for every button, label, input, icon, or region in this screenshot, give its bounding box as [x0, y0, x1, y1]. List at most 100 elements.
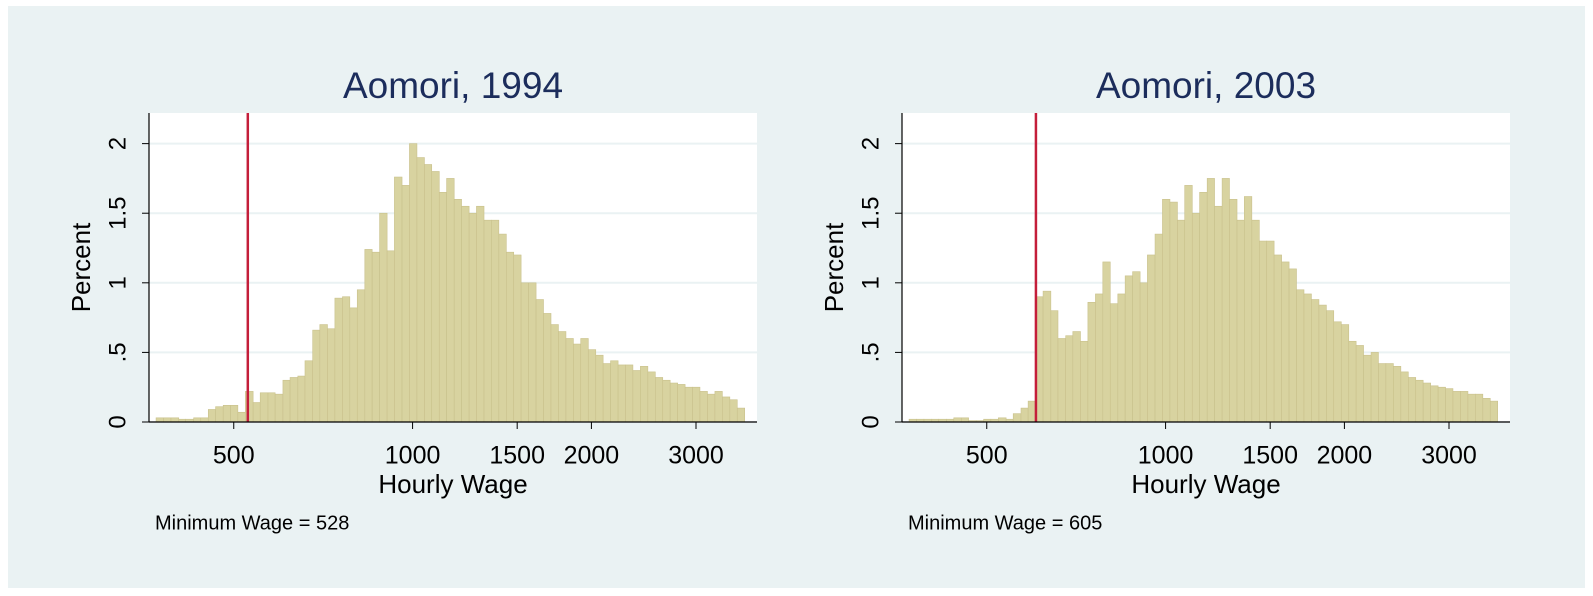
bar	[163, 417, 172, 423]
x-tick-label: 500	[966, 442, 1008, 470]
x-tick-label: 1500	[1242, 442, 1298, 470]
bar	[513, 254, 522, 423]
bar	[1340, 324, 1350, 423]
bar	[364, 249, 373, 423]
bar	[1333, 321, 1342, 423]
bar	[267, 392, 276, 423]
bar	[1326, 310, 1335, 423]
bar	[1065, 335, 1074, 423]
bar	[371, 251, 380, 423]
x-tick-label: 2000	[1317, 442, 1373, 470]
bar	[1273, 254, 1282, 423]
bar	[1117, 293, 1126, 423]
y-tick-label: 0	[104, 415, 131, 428]
y-tick-label: 2	[857, 137, 884, 150]
y-tick-label: 1.5	[857, 197, 884, 230]
note: Minimum Wage = 528	[155, 512, 349, 534]
bar	[1087, 301, 1096, 423]
bar	[274, 393, 284, 423]
bar	[550, 324, 559, 423]
bar	[1385, 363, 1394, 423]
bar	[1296, 289, 1305, 423]
bar	[1236, 219, 1245, 423]
bar	[312, 329, 321, 423]
bar	[669, 382, 678, 423]
bar	[998, 417, 1007, 423]
bar	[1206, 178, 1215, 423]
bar	[1318, 304, 1327, 423]
bar	[1214, 205, 1223, 423]
y-tick-label: .5	[857, 342, 884, 362]
bar	[1400, 371, 1409, 423]
bar	[729, 399, 738, 423]
bar	[1370, 352, 1379, 423]
bar	[446, 178, 455, 423]
bar	[349, 307, 358, 423]
bar	[1288, 268, 1297, 423]
bar	[1489, 400, 1498, 423]
bar	[394, 176, 403, 423]
bar	[193, 417, 202, 423]
x-axis-label: Hourly Wage	[378, 469, 527, 499]
bar	[356, 289, 366, 423]
bar	[1244, 196, 1253, 423]
bar	[714, 391, 723, 423]
bar	[245, 391, 254, 423]
bar	[1080, 340, 1089, 423]
bar	[1102, 261, 1111, 423]
bar	[1467, 393, 1476, 423]
bar	[1452, 391, 1461, 423]
bar	[1012, 413, 1022, 423]
bar	[1221, 178, 1230, 423]
bar	[520, 282, 529, 423]
bar	[319, 324, 328, 423]
bar	[1057, 338, 1067, 423]
bar	[416, 157, 425, 423]
bar	[632, 370, 641, 423]
bar	[707, 393, 716, 423]
bar	[960, 417, 969, 423]
bar	[1162, 198, 1171, 423]
bar	[200, 417, 209, 423]
bar	[207, 409, 216, 423]
y-axis-label: Percent	[819, 222, 849, 312]
x-tick-label: 3000	[1421, 442, 1477, 470]
bar	[386, 250, 395, 423]
bar	[1482, 398, 1491, 423]
bar	[1303, 293, 1312, 423]
bar	[1095, 293, 1104, 423]
bar	[327, 328, 336, 423]
bar	[438, 192, 447, 423]
bar	[602, 363, 611, 423]
bar	[289, 377, 299, 423]
bar	[736, 407, 745, 423]
bar	[722, 396, 731, 423]
bar	[222, 404, 231, 423]
x-tick-label: 2000	[564, 442, 620, 470]
bar	[1191, 212, 1200, 423]
bar	[155, 417, 164, 423]
bar	[170, 417, 180, 423]
x-tick-label: 1500	[489, 442, 545, 470]
y-tick-label: 1	[857, 276, 884, 289]
x-tick-label: 1000	[385, 442, 441, 470]
bar	[1177, 219, 1186, 423]
bar	[461, 205, 470, 423]
bar	[610, 360, 619, 423]
bar	[1199, 192, 1208, 423]
y-tick-label: 2	[104, 137, 131, 150]
bar	[1072, 331, 1081, 423]
bar	[1229, 198, 1238, 423]
bar	[535, 299, 544, 423]
bar	[334, 297, 343, 423]
bar	[1460, 391, 1469, 423]
bar	[505, 251, 515, 423]
bar	[662, 379, 671, 423]
bar	[1281, 261, 1290, 423]
bar	[1378, 363, 1387, 423]
bar	[230, 404, 239, 423]
y-tick-label: 1	[104, 276, 131, 289]
bar	[580, 338, 589, 423]
bar	[1415, 379, 1424, 423]
